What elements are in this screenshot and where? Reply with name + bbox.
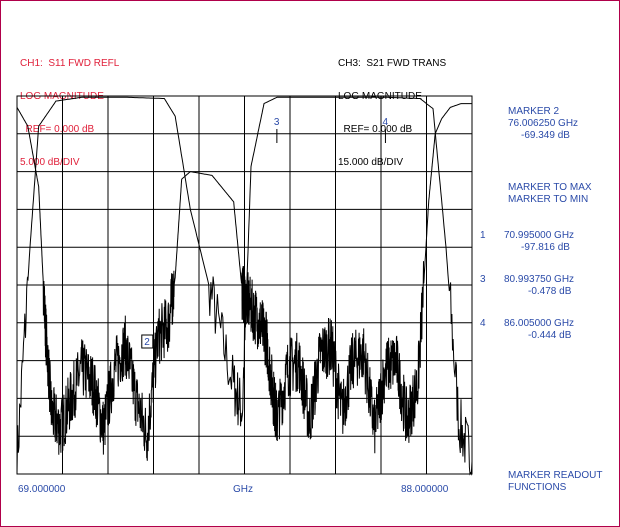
marker-list-item[interactable]: 1 70.995000 GHz -97.816 dB [478, 230, 618, 254]
marker-list-item[interactable]: 4 86.005000 GHz -0.444 dB [478, 318, 618, 342]
marker-number: 1 [480, 230, 486, 241]
marker-value: -97.816 dB [521, 242, 570, 253]
ch1-scale: 5.000 dB/DIV [20, 157, 80, 168]
marker-to-max-button[interactable]: MARKER TO MAX [478, 182, 618, 194]
marker-to-min-label: MARKER TO MIN [508, 194, 589, 205]
graticule [16, 95, 473, 475]
ch1-title: CH1: S11 FWD REFL [20, 58, 120, 69]
axis-stop-label: 88.000000 [401, 484, 449, 495]
plot-marker-2[interactable]: 2 [141, 334, 154, 349]
plot-marker-3[interactable]: 3 [274, 117, 280, 143]
marker-to-min-button[interactable]: MARKER TO MIN [478, 194, 618, 206]
axis-unit-label: GHz [233, 484, 253, 495]
marker-label: 2 [144, 337, 150, 348]
marker-number: 4 [480, 318, 486, 329]
marker-box [141, 334, 154, 349]
active-marker-frequency: 76.006250 GHz [508, 118, 579, 129]
marker-freq-row: 3 80.993750 GHz [478, 274, 618, 286]
marker-to-max-label: MARKER TO MAX [508, 182, 592, 193]
marker-frequency: 70.995000 GHz [504, 230, 575, 241]
trace-s21 [16, 96, 473, 476]
marker-frequency: 86.005000 GHz [504, 318, 575, 329]
ch3-reference: REF= 0.000 dB [338, 124, 413, 135]
axis-start-label: 69.000000 [18, 484, 66, 495]
marker-label: 3 [274, 117, 280, 128]
marker-readout-functions-button[interactable]: MARKER READOUT FUNCTIONS [478, 470, 618, 494]
marker-label: 4 [382, 117, 388, 128]
active-marker-value: -69.349 dB [521, 130, 570, 141]
marker-readout-label: MARKER READOUT [508, 470, 603, 481]
trace-s11 [16, 103, 472, 461]
marker-frequency: 80.993750 GHz [504, 274, 575, 285]
marker-freq-row: 4 86.005000 GHz [478, 318, 618, 330]
active-marker-title: MARKER 2 [508, 106, 560, 117]
traces [16, 96, 473, 476]
ch3-scale: 15.000 dB/DIV [338, 157, 404, 168]
marker-list-item[interactable]: 3 80.993750 GHz -0.478 dB [478, 274, 618, 298]
plot-markers: 2 3 4 [141, 117, 388, 349]
marker-functions-label: FUNCTIONS [508, 482, 567, 493]
ch3-title: CH3: S21 FWD TRANS [338, 58, 447, 69]
active-marker-readout[interactable]: MARKER 2 76.006250 GHz -69.349 dB [478, 106, 618, 142]
marker-freq-row: 1 70.995000 GHz [478, 230, 618, 242]
plot-marker-4[interactable]: 4 [382, 117, 388, 143]
marker-number: 3 [480, 274, 486, 285]
marker-value: -0.444 dB [528, 330, 572, 341]
marker-value: -0.478 dB [528, 286, 572, 297]
